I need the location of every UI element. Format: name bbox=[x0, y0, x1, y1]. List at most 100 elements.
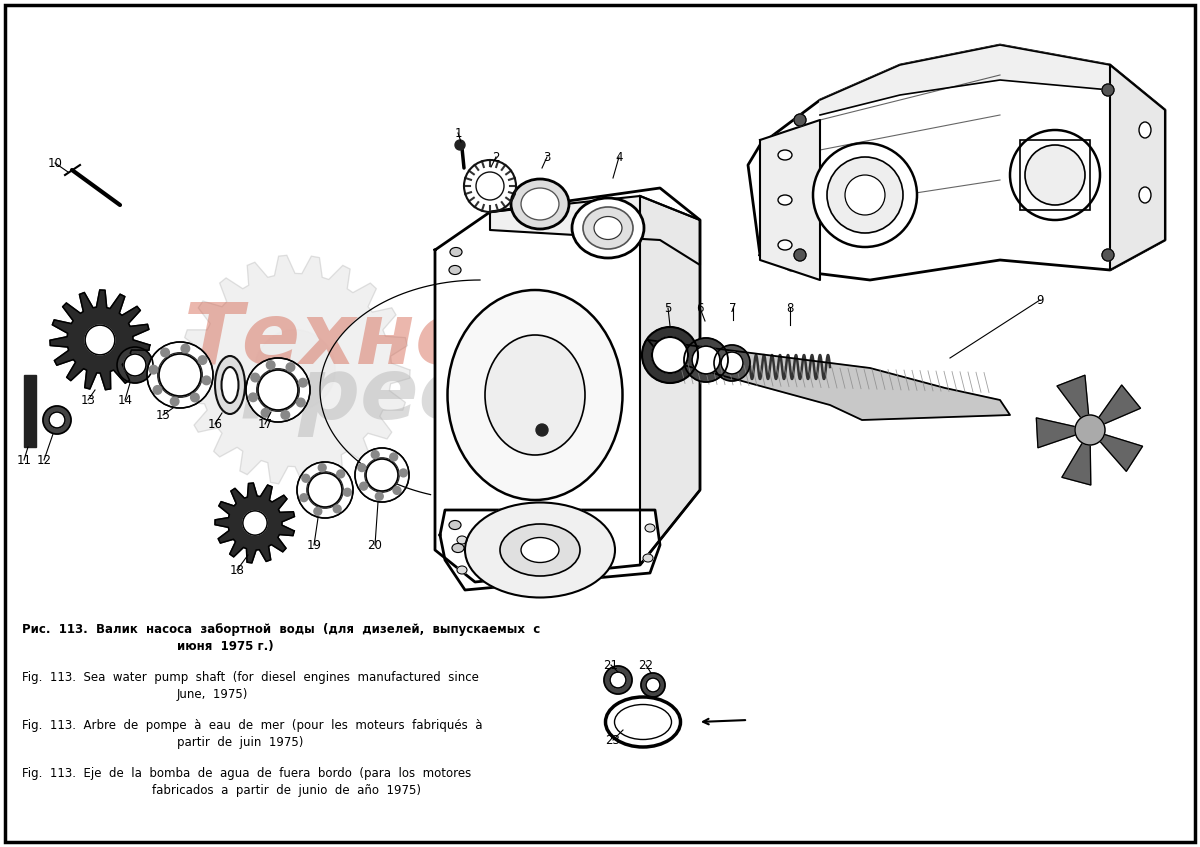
Circle shape bbox=[794, 249, 806, 261]
Circle shape bbox=[360, 482, 367, 490]
Circle shape bbox=[202, 376, 211, 385]
Polygon shape bbox=[760, 120, 820, 280]
Circle shape bbox=[355, 448, 409, 502]
Polygon shape bbox=[1100, 435, 1142, 471]
Circle shape bbox=[714, 345, 750, 381]
Circle shape bbox=[814, 143, 917, 247]
Circle shape bbox=[247, 359, 308, 421]
Text: June,  1975): June, 1975) bbox=[178, 688, 248, 701]
Polygon shape bbox=[640, 196, 700, 565]
Circle shape bbox=[721, 352, 743, 374]
Text: 20: 20 bbox=[367, 539, 383, 551]
Ellipse shape bbox=[457, 566, 467, 574]
Circle shape bbox=[262, 408, 270, 417]
Circle shape bbox=[299, 379, 307, 387]
Circle shape bbox=[343, 489, 352, 496]
Text: 10: 10 bbox=[48, 157, 62, 169]
Text: fabricados  a  partir  de  junio  de  año  1975): fabricados a partir de junio de año 1975… bbox=[152, 784, 421, 797]
Polygon shape bbox=[1099, 385, 1140, 424]
Text: 15: 15 bbox=[156, 408, 170, 422]
Ellipse shape bbox=[1139, 122, 1151, 138]
Bar bbox=[1020, 140, 1090, 210]
Text: июня  1975 г.): июня 1975 г.) bbox=[178, 640, 274, 653]
Circle shape bbox=[400, 469, 407, 477]
Circle shape bbox=[251, 374, 259, 382]
Circle shape bbox=[248, 393, 257, 401]
Ellipse shape bbox=[606, 697, 680, 747]
Text: 18: 18 bbox=[229, 563, 245, 577]
Circle shape bbox=[455, 140, 466, 150]
Circle shape bbox=[646, 678, 660, 692]
Text: 4: 4 bbox=[616, 151, 623, 163]
Text: 19: 19 bbox=[306, 539, 322, 551]
Circle shape bbox=[314, 507, 322, 515]
Text: 12: 12 bbox=[36, 453, 52, 467]
Circle shape bbox=[1075, 415, 1105, 445]
Ellipse shape bbox=[485, 335, 586, 455]
Circle shape bbox=[1102, 249, 1114, 261]
Circle shape bbox=[642, 327, 698, 383]
Polygon shape bbox=[820, 45, 1110, 115]
Polygon shape bbox=[648, 340, 1010, 420]
Text: Fig.  113.  Arbre  de  pompe  à  eau  de  mer  (pour  les  moteurs  fabriqués  à: Fig. 113. Arbre de pompe à eau de mer (p… bbox=[22, 719, 482, 732]
Bar bbox=[1020, 140, 1090, 210]
Circle shape bbox=[170, 397, 179, 406]
Circle shape bbox=[298, 462, 353, 518]
Text: 8: 8 bbox=[786, 302, 793, 314]
Ellipse shape bbox=[521, 538, 559, 562]
Ellipse shape bbox=[646, 524, 655, 532]
Ellipse shape bbox=[449, 521, 461, 529]
Circle shape bbox=[257, 368, 299, 412]
Circle shape bbox=[298, 463, 352, 517]
Text: 5: 5 bbox=[665, 302, 672, 314]
Ellipse shape bbox=[1139, 187, 1151, 203]
Polygon shape bbox=[490, 196, 700, 265]
Text: 21: 21 bbox=[604, 658, 618, 672]
Ellipse shape bbox=[643, 554, 653, 562]
Circle shape bbox=[337, 470, 344, 478]
Circle shape bbox=[641, 673, 665, 697]
Circle shape bbox=[356, 449, 408, 501]
Text: 13: 13 bbox=[80, 394, 96, 407]
Circle shape bbox=[191, 393, 199, 401]
Circle shape bbox=[536, 424, 548, 436]
Ellipse shape bbox=[572, 198, 644, 258]
Ellipse shape bbox=[215, 356, 245, 414]
Circle shape bbox=[300, 494, 307, 501]
Circle shape bbox=[1010, 130, 1100, 220]
Circle shape bbox=[157, 352, 203, 397]
Circle shape bbox=[254, 329, 335, 410]
Ellipse shape bbox=[594, 217, 622, 240]
Polygon shape bbox=[215, 483, 294, 563]
Polygon shape bbox=[436, 188, 700, 582]
Ellipse shape bbox=[614, 705, 672, 739]
Circle shape bbox=[1102, 84, 1114, 96]
Circle shape bbox=[371, 451, 379, 458]
Text: Техно: Техно bbox=[185, 298, 475, 381]
Circle shape bbox=[149, 365, 158, 374]
Polygon shape bbox=[1110, 65, 1165, 270]
Circle shape bbox=[161, 348, 169, 357]
Bar bbox=[24, 375, 36, 447]
Circle shape bbox=[154, 385, 162, 394]
Text: 9: 9 bbox=[1037, 294, 1044, 307]
Polygon shape bbox=[1057, 375, 1088, 418]
Ellipse shape bbox=[521, 188, 559, 220]
Circle shape bbox=[390, 453, 397, 461]
Circle shape bbox=[258, 370, 298, 410]
Ellipse shape bbox=[222, 367, 239, 403]
Circle shape bbox=[49, 412, 65, 428]
Text: 1: 1 bbox=[455, 126, 462, 140]
Circle shape bbox=[296, 398, 305, 407]
Circle shape bbox=[692, 346, 720, 374]
Text: 3: 3 bbox=[544, 151, 551, 163]
Circle shape bbox=[302, 474, 310, 482]
Ellipse shape bbox=[450, 247, 462, 257]
Circle shape bbox=[1025, 145, 1085, 205]
Circle shape bbox=[476, 172, 504, 200]
Polygon shape bbox=[50, 290, 150, 390]
Polygon shape bbox=[1037, 418, 1076, 448]
Ellipse shape bbox=[778, 150, 792, 160]
Circle shape bbox=[85, 325, 115, 355]
Ellipse shape bbox=[449, 265, 461, 274]
